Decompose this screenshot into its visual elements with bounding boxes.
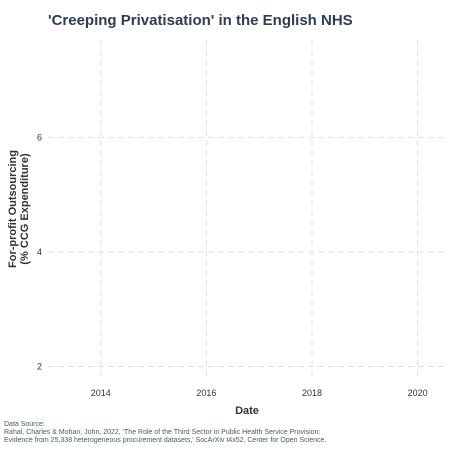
x-tick-label: 2020	[408, 388, 428, 398]
y-axis-label-line1: For-profit Outsourcing	[7, 150, 19, 268]
caption-line-1: Data Source:	[4, 421, 45, 428]
y-tick-label: 4	[37, 247, 42, 257]
caption-line-2: Rahal, Charles & Mohan, John, 2022, 'The…	[4, 429, 321, 436]
chart-title: 'Creeping Privatisation' in the English …	[48, 12, 353, 29]
x-tick-label: 2016	[196, 388, 216, 398]
y-axis-label-line2: (% CCG Expenditure)	[19, 153, 31, 265]
x-tick-label: 2014	[91, 388, 111, 398]
tick-labels: 2014 2016 2018 2020 2 4 6	[37, 132, 428, 398]
data-source-caption: Data Source: Rahal, Charles & Mohan, Joh…	[4, 421, 326, 445]
y-axis-label: For-profit Outsourcing (% CCG Expenditur…	[7, 150, 31, 268]
caption-line-3: Evidence from 25,338 heterogeneous procu…	[4, 437, 327, 444]
x-tick-label: 2018	[302, 388, 322, 398]
y-tick-label: 6	[37, 132, 42, 142]
x-axis-label: Date	[235, 405, 259, 417]
grid-layer	[48, 40, 444, 378]
y-tick-label: 2	[37, 362, 42, 372]
